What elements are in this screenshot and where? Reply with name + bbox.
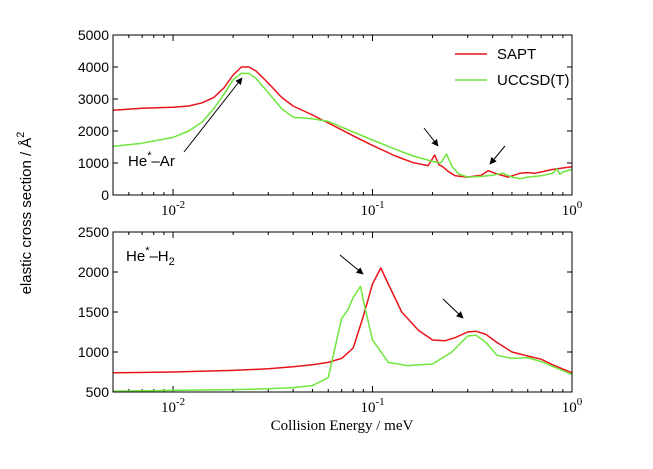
legend-sapt-label: SAPT <box>497 46 536 63</box>
bottom-annotation-arrow-03 <box>442 298 464 319</box>
bottom-series-sapt <box>112 267 573 374</box>
top-xtick-label: 10-1 <box>360 199 384 219</box>
top-ytick-label: 1000 <box>78 155 109 171</box>
top-series-sapt <box>112 66 573 178</box>
legend-uccsdt-label: UCCSD(T) <box>497 72 570 89</box>
top-xtick-label: 100 <box>562 199 583 219</box>
bottom-xtick-label: 10-2 <box>161 396 185 416</box>
bottom-xtick-label: 10-1 <box>360 396 384 416</box>
bottom-annotation-arrow-uccsdt-peak <box>339 254 364 275</box>
legend: SAPT UCCSD(T) <box>455 46 570 89</box>
top-annotation-arrow-02 <box>423 127 439 147</box>
bottom-ytick-label: 1500 <box>78 304 109 320</box>
top-ytick-label: 3000 <box>78 91 109 107</box>
bottom-plot-frame <box>112 231 573 393</box>
bottom-ytick-label: 2000 <box>78 264 109 280</box>
bottom-axis-ticks: 500 1000 1500 2000 2500 10-2 10-1 100 <box>78 224 583 416</box>
bottom-series-lines <box>112 267 573 392</box>
top-xtick-label: 10-2 <box>161 199 185 219</box>
bottom-xtick-label: 100 <box>562 396 583 416</box>
bottom-series-uccsdt <box>112 285 573 392</box>
top-ytick-label: 2000 <box>78 123 109 139</box>
bottom-system-label: He*–H2 <box>126 245 175 268</box>
bottom-ytick-label: 1000 <box>78 344 109 360</box>
top-series-uccsdt <box>112 72 573 180</box>
bottom-panel: 500 1000 1500 2000 2500 10-2 10-1 100 He*–H2 <box>78 224 583 416</box>
top-series-lines <box>112 66 573 180</box>
bottom-ytick-label: 2500 <box>78 224 109 240</box>
top-ytick-label: 0 <box>101 187 109 203</box>
top-annotation-arrow-main <box>183 77 243 153</box>
top-ytick-label: 4000 <box>78 59 109 75</box>
top-system-label: He*–Ar <box>128 150 175 170</box>
top-panel: 0 1000 2000 3000 4000 5000 10-2 10-1 100 SAPT UC… <box>78 27 583 219</box>
y-axis-title: elastic cross section / Å2 <box>15 132 35 295</box>
bottom-ytick-label: 500 <box>86 384 110 400</box>
x-axis-title: Collision Energy / meV <box>271 418 414 434</box>
top-ytick-label: 5000 <box>78 27 109 43</box>
top-annotation-arrow-04 <box>489 145 506 165</box>
top-axis-ticks: 0 1000 2000 3000 4000 5000 10-2 10-1 100 <box>78 27 583 219</box>
top-plot-frame <box>112 34 573 196</box>
